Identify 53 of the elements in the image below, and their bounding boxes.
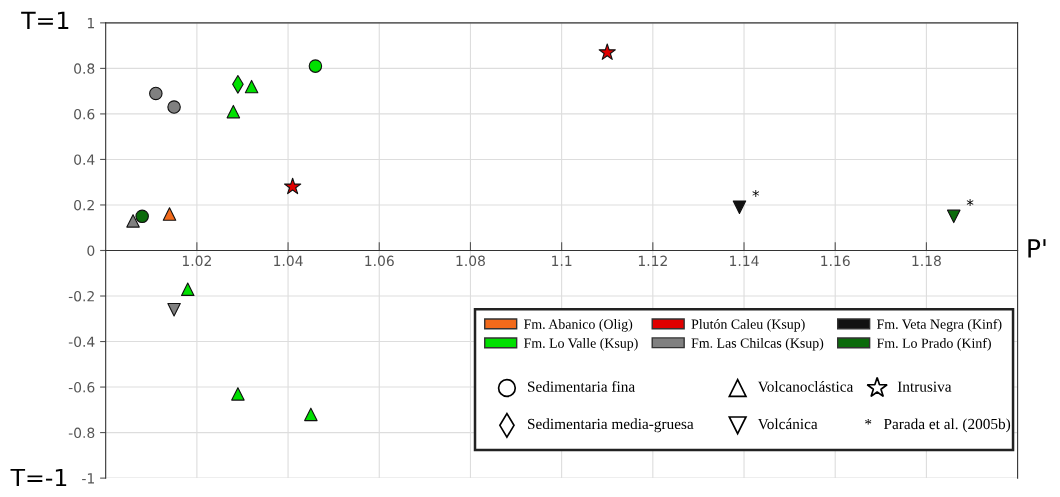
annotation: * Parada et al. (2005b) — [865, 418, 1011, 433]
point — [244, 79, 259, 94]
y-tick-label: 0.6 — [74, 108, 95, 120]
x-tick-label: 1.02 — [182, 255, 211, 267]
x-tick-label: 1.18 — [912, 255, 941, 267]
x-tick-label: 1.12 — [638, 255, 667, 266]
point — [149, 86, 163, 101]
point — [162, 207, 177, 221]
x-tick-label: 1.04 — [274, 255, 303, 267]
point — [167, 302, 181, 317]
annotation: Volcanoclástica — [757, 381, 854, 392]
x-tick-label: 1.1 — [552, 255, 572, 266]
point — [135, 209, 149, 224]
legend-label: Fm. Las Chilcas (Ksup) — [691, 338, 824, 351]
x-axis-title: P' — [1028, 239, 1046, 258]
point — [283, 177, 302, 195]
legend-label: Fm. Lo Prado (Kinf) — [876, 337, 991, 351]
y-tick-label: -0.6 — [68, 382, 95, 393]
x-tick-label: 1.06 — [365, 255, 394, 267]
y-tick-label: -0.4 — [68, 336, 95, 348]
annotation: * — [752, 189, 760, 197]
annotation: Volcánica — [757, 418, 818, 430]
point — [231, 387, 245, 401]
point — [180, 282, 195, 296]
point — [304, 407, 318, 422]
x-tick-label: 1.14 — [730, 255, 759, 266]
annotation: Sedimentaria fina — [528, 380, 635, 392]
text: T=1 — [21, 11, 69, 29]
annotation: Intrusiva — [897, 381, 952, 392]
point — [126, 214, 140, 228]
point — [598, 43, 616, 60]
y-tick-label: -0.2 — [68, 290, 94, 302]
legend-label: Fm. Lo Valle (Ksup) — [524, 338, 638, 351]
annotation: * — [966, 199, 974, 207]
point — [732, 200, 747, 215]
y-tick-label: 0 — [87, 245, 95, 256]
x-tick-label: 1.16 — [821, 255, 850, 267]
y-tick-label: 1 — [87, 18, 94, 29]
point — [308, 59, 323, 73]
y-tick-label: 0.2 — [74, 199, 94, 211]
y-tick-label: 0.8 — [74, 63, 95, 74]
point — [946, 209, 961, 224]
point — [167, 100, 181, 114]
legend-label: Fm. Abanico (Olig) — [524, 319, 633, 332]
y-tick-label: 0.4 — [74, 154, 95, 165]
y-tick-label: -1 — [82, 473, 94, 484]
y-tick-label: -0.8 — [68, 427, 95, 439]
text: T=-1 — [10, 468, 67, 487]
legend-label: Plutón Caleu (Ksup) — [691, 319, 805, 332]
point — [226, 104, 241, 119]
legend-label: Fm. Veta Negra (Kinf) — [876, 318, 1002, 332]
x-tick-label: 1.08 — [456, 255, 485, 267]
annotation: Sedimentaria media-gruesa — [528, 418, 694, 433]
